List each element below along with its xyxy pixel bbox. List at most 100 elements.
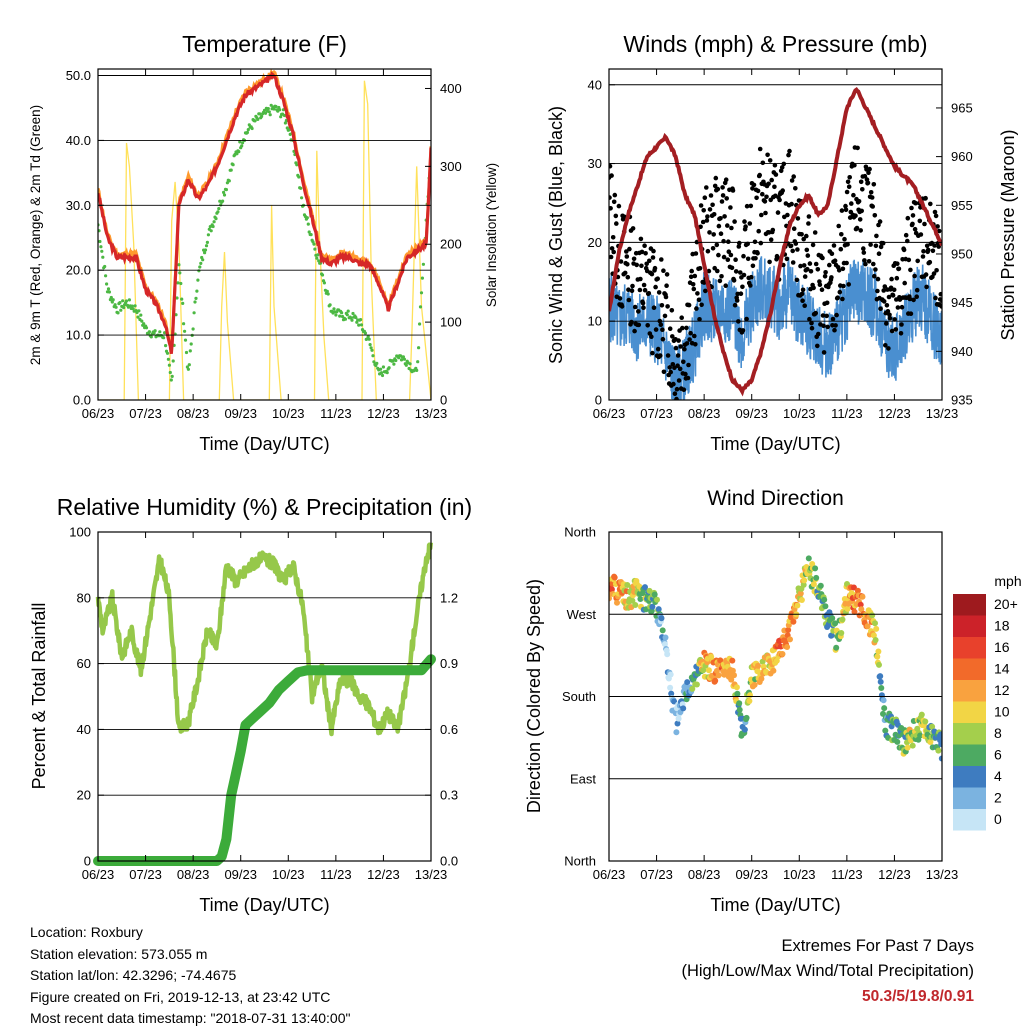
x-axis-label: Time (Day/UTC) [199, 895, 329, 915]
gust-point [707, 207, 713, 212]
y-tick-label: 80 [77, 590, 91, 605]
gust-point [704, 185, 709, 190]
gust-point [927, 259, 933, 265]
dewpoint-point [191, 327, 195, 331]
gust-point [861, 250, 867, 255]
gust-point [767, 259, 772, 265]
y-right-tick-label: 0.9 [440, 656, 458, 671]
direction-point [882, 727, 889, 734]
direction-point [828, 632, 835, 639]
gust-point [799, 291, 805, 297]
gust-point [662, 313, 668, 319]
dewpoint-point [278, 108, 282, 112]
gust-point [668, 369, 673, 375]
gust-point [634, 262, 639, 268]
dewpoint-point [418, 305, 423, 309]
direction-point [851, 608, 858, 615]
gust-point [906, 257, 912, 263]
y-tick-label: 40 [77, 722, 91, 737]
gust-point [758, 240, 764, 246]
gust-point [660, 327, 665, 333]
gust-point [646, 291, 652, 296]
dewpoint-point [338, 314, 342, 318]
gust-point [707, 230, 712, 235]
dewpoint-point [124, 299, 129, 303]
gust-point [669, 308, 675, 313]
x-axis-label: Time (Day/UTC) [710, 895, 840, 915]
x-tick-label: 11/23 [320, 867, 352, 882]
x-tick-label: 12/23 [878, 406, 911, 421]
gust-point [794, 277, 800, 283]
legend-label: 6 [994, 747, 1002, 763]
gust-point [614, 221, 619, 226]
gust-point [613, 213, 619, 219]
direction-point [755, 662, 761, 669]
dewpoint-point [199, 261, 203, 265]
gust-point [790, 248, 795, 254]
gust-point [909, 205, 914, 211]
dewpoint-point [182, 322, 186, 326]
direction-point [877, 678, 884, 685]
gust-point [694, 306, 699, 311]
dewpoint-point [354, 315, 358, 320]
gust-point [747, 221, 753, 226]
station-elevation: Station elevation: 573.055 m [30, 945, 208, 962]
y-tick-label: 40.0 [66, 133, 91, 148]
gust-point [769, 177, 774, 183]
dewpoint-point [240, 144, 244, 148]
gust-point [756, 228, 761, 234]
gust-point [910, 221, 915, 227]
gust-point [655, 346, 661, 352]
direction-point [747, 692, 753, 699]
gust-point [690, 282, 696, 287]
dewpoint-point [245, 130, 249, 135]
dewpoint-point [186, 367, 190, 371]
legend-swatch [953, 787, 986, 809]
gust-point [822, 274, 828, 279]
gust-point [674, 396, 679, 400]
gust-point [711, 212, 717, 217]
solar-insolation-line [98, 80, 431, 400]
dewpoint-point [419, 291, 424, 295]
y-right-tick-label: 1.2 [440, 590, 458, 605]
direction-point [829, 615, 836, 622]
dewpoint-point [272, 107, 276, 111]
y-right-tick-label: 940 [951, 344, 973, 359]
dewpoint-point [164, 344, 168, 348]
gust-point [673, 345, 679, 351]
dewpoint-point [204, 244, 209, 248]
x-tick-label: 10/23 [272, 406, 305, 421]
dewpoint-point [221, 199, 225, 203]
direction-point [693, 681, 700, 688]
gust-point [875, 288, 880, 294]
gust-point [659, 257, 664, 262]
gust-point [813, 310, 818, 316]
gust-point [706, 268, 712, 274]
gust-point [716, 252, 721, 258]
dewpoint-point [274, 104, 278, 109]
gust-point [661, 268, 666, 274]
plot-frame [97, 531, 432, 862]
dewpoint-point [149, 335, 153, 339]
gust-point [697, 317, 702, 322]
gust-point [617, 296, 623, 301]
gust-point [867, 166, 872, 172]
direction-point [661, 641, 668, 648]
gust-point [801, 263, 807, 268]
gust-point [821, 350, 827, 355]
dewpoint-point [163, 331, 167, 335]
direction-point [875, 648, 882, 655]
dewpoint-point [119, 308, 123, 312]
gust-point [752, 239, 758, 245]
gust-point [751, 182, 757, 188]
dewpoint-point [399, 358, 404, 362]
gust-point [638, 236, 644, 242]
gust-point [793, 186, 798, 191]
gust-point [832, 258, 838, 264]
gust-point [609, 163, 613, 169]
x-tick-label: 08/23 [688, 406, 721, 421]
gust-point [737, 240, 742, 246]
plot-frame [608, 68, 943, 401]
legend-swatch [953, 744, 986, 766]
gust-point [671, 381, 676, 387]
